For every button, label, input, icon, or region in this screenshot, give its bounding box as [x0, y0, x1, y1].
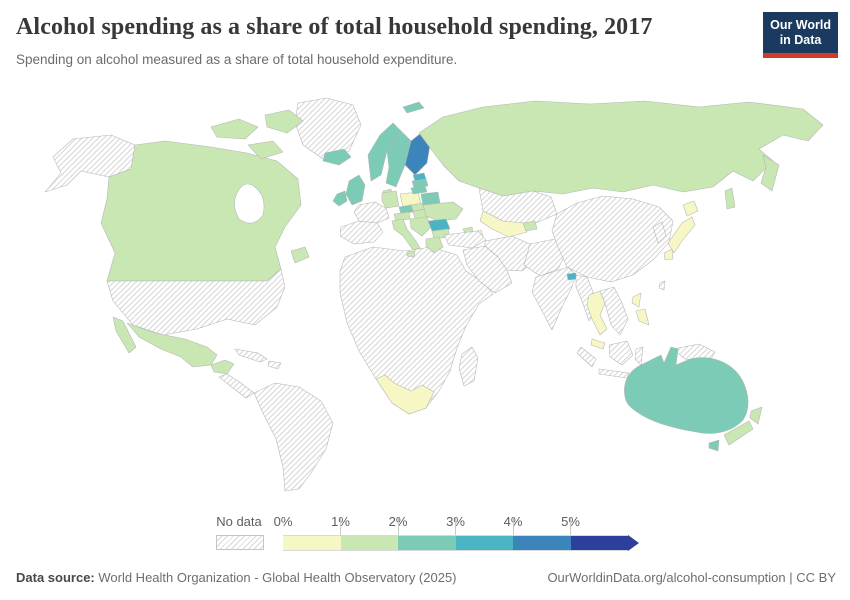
country-belarus[interactable]: [420, 191, 441, 206]
region-levant-iraq[interactable]: [484, 235, 537, 272]
legend-tick: [512, 518, 514, 535]
country-italy-sicily[interactable]: [406, 250, 416, 258]
legend-bin-5-plus[interactable]: [570, 535, 628, 551]
country-malaysia[interactable]: [590, 338, 606, 350]
footer-source: Data source: World Health Organization -…: [16, 570, 457, 585]
country-indonesia-sumatra[interactable]: [576, 346, 597, 368]
country-turkey[interactable]: [443, 230, 487, 249]
country-indonesia-borneo[interactable]: [608, 340, 634, 366]
choropleth-svg: [44, 97, 824, 492]
country-romania[interactable]: [427, 218, 451, 232]
country-ukraine[interactable]: [422, 201, 464, 222]
country-cuba[interactable]: [234, 348, 268, 363]
footer-source-text: World Health Organization - Global Healt…: [94, 570, 457, 585]
country-indonesia-java[interactable]: [598, 368, 630, 379]
legend-bin-3-4[interactable]: [455, 535, 513, 551]
country-russia-kamchatka[interactable]: [760, 154, 780, 192]
country-australia[interactable]: [624, 346, 749, 434]
region-south-america[interactable]: [253, 382, 334, 492]
country-tasmania[interactable]: [708, 439, 720, 452]
country-tajikistan[interactable]: [522, 220, 538, 232]
page-subtitle: Spending on alcohol measured as a share …: [16, 52, 458, 67]
country-lithuania[interactable]: [410, 185, 428, 195]
country-indonesia-sulawesi[interactable]: [634, 346, 644, 366]
country-india[interactable]: [531, 266, 577, 331]
country-iceland[interactable]: [322, 148, 352, 166]
region-africa[interactable]: [339, 246, 494, 415]
country-new-zealand-south[interactable]: [723, 420, 754, 446]
footer-attribution: OurWorldinData.org/alcohol-consumption |…: [547, 570, 836, 585]
country-japan-hokkaido[interactable]: [682, 200, 699, 217]
country-mexico-baja[interactable]: [112, 316, 137, 354]
footer-link[interactable]: OurWorldinData.org/alcohol-consumption: [547, 570, 786, 585]
world-map: [15, 95, 835, 505]
legend-arrow: [628, 535, 639, 551]
owid-logo-line2: in Data: [779, 33, 822, 47]
country-ireland[interactable]: [332, 190, 348, 207]
country-canada-arctic[interactable]: [247, 140, 284, 160]
country-japan-kyushu[interactable]: [663, 248, 674, 261]
owid-logo[interactable]: Our World in Data: [763, 12, 838, 58]
page-title: Alcohol spending as a share of total hou…: [16, 14, 653, 40]
legend-no-data-swatch[interactable]: [216, 535, 264, 550]
country-latvia[interactable]: [411, 178, 429, 189]
region-balkans[interactable]: [409, 216, 432, 237]
footer-license[interactable]: CC BY: [796, 570, 836, 585]
country-madagascar[interactable]: [458, 346, 479, 387]
footer-source-label: Data source:: [16, 570, 95, 585]
country-south-africa[interactable]: [375, 374, 435, 415]
legend-bin-0-1[interactable]: [283, 535, 341, 551]
region-central-america[interactable]: [218, 373, 255, 399]
country-germany[interactable]: [381, 190, 400, 209]
country-china[interactable]: [551, 195, 674, 283]
legend-color-scale: 0% 1% 2% 3% 4% 5%: [274, 513, 643, 553]
hudson-bay: [234, 183, 265, 224]
legend-tick-label: 0%: [273, 514, 293, 529]
country-korea[interactable]: [652, 221, 667, 244]
legend-no-data-label: No data: [216, 514, 262, 529]
legend-tick: [397, 518, 399, 535]
country-canada[interactable]: [100, 140, 302, 282]
country-philippines[interactable]: [631, 292, 642, 308]
country-taiwan[interactable]: [658, 280, 666, 291]
country-canada-arctic[interactable]: [264, 109, 304, 134]
legend-tick: [455, 518, 456, 535]
region-indochina[interactable]: [599, 286, 629, 336]
country-philippines-south[interactable]: [635, 308, 650, 326]
legend-bin-1-2[interactable]: [340, 535, 398, 551]
footer-separator: |: [785, 570, 797, 585]
country-france[interactable]: [353, 201, 390, 224]
legend-bin-2-3[interactable]: [398, 535, 456, 551]
country-russia-sakhalin[interactable]: [724, 187, 736, 210]
country-italy[interactable]: [391, 218, 421, 251]
country-japan-honshu[interactable]: [667, 216, 696, 254]
country-canada-newfoundland[interactable]: [290, 246, 310, 264]
legend-bin-4-5[interactable]: [513, 535, 571, 551]
country-new-zealand-north[interactable]: [749, 406, 763, 425]
country-mexico-yucatan[interactable]: [210, 359, 235, 375]
country-uzbekistan[interactable]: [479, 210, 528, 238]
country-greece[interactable]: [425, 236, 444, 254]
country-bhutan[interactable]: [566, 272, 578, 281]
country-hispaniola[interactable]: [267, 360, 282, 370]
country-greenland[interactable]: [294, 97, 362, 160]
country-usa[interactable]: [106, 268, 286, 336]
legend-tick: [570, 518, 571, 535]
country-sweden[interactable]: [385, 130, 412, 188]
country-svalbard[interactable]: [402, 101, 425, 114]
country-uk[interactable]: [345, 174, 366, 206]
country-canada-arctic[interactable]: [210, 118, 259, 140]
legend-tick: [340, 518, 341, 535]
owid-logo-line1: Our World: [770, 18, 831, 32]
region-iberia[interactable]: [339, 220, 384, 245]
